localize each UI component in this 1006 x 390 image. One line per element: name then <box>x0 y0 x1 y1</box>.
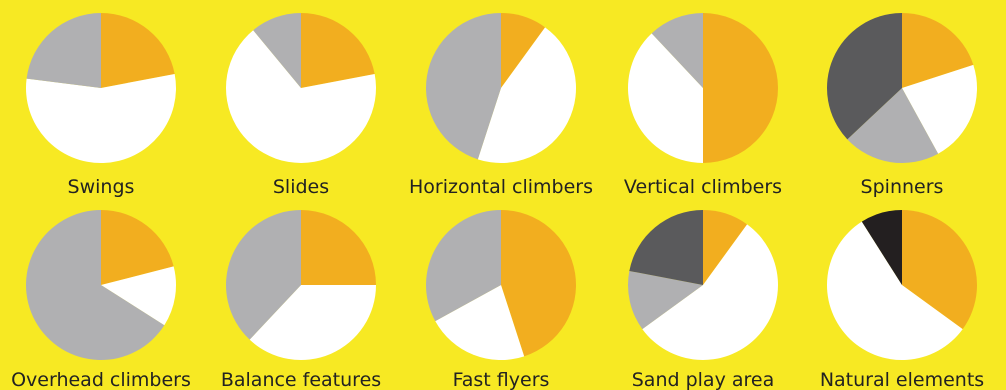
pie-slice-spinners-white <box>902 64 978 154</box>
pie-slice-swings-white <box>25 73 176 164</box>
pie-natural-elements: Natural elements <box>820 210 984 390</box>
pie-label-slides: Slides <box>273 176 329 198</box>
pie-slice-spinners-dark-gray <box>827 13 902 140</box>
pie-slides: Slides <box>225 13 376 198</box>
pie-slice-natural-elements-white <box>826 221 963 361</box>
pie-slice-sand-play-area-white <box>642 224 778 360</box>
pie-slice-slides-light-gray <box>253 13 301 88</box>
pie-slice-swings-light-gray <box>26 13 102 88</box>
pie-slice-sand-play-area-dark-gray <box>629 210 703 285</box>
pie-balance-features: Balance features <box>221 210 381 390</box>
pie-slice-fast-flyers-white <box>435 285 525 361</box>
pie-slice-sand-play-area-orange <box>703 210 748 285</box>
pie-slice-natural-elements-orange <box>902 210 978 330</box>
pie-label-spinners: Spinners <box>861 176 944 198</box>
pie-horizontal-climbers: Horizontal climbers <box>409 13 593 198</box>
pie-slice-fast-flyers-light-gray <box>426 210 501 322</box>
pie-slice-balance-features-light-gray <box>226 210 301 340</box>
pie-slice-overhead-climbers-white <box>101 266 176 326</box>
pie-spinners: Spinners <box>827 13 978 198</box>
pie-slice-horizontal-climbers-light-gray <box>425 13 501 160</box>
pie-overhead-climbers: Overhead climbers <box>11 209 191 390</box>
pie-label-natural-elements: Natural elements <box>820 369 984 390</box>
pie-slice-spinners-light-gray <box>847 88 939 163</box>
pie-slice-sand-play-area-light-gray <box>628 270 703 330</box>
pie-label-overhead-climbers: Overhead climbers <box>11 369 191 390</box>
pie-slice-horizontal-climbers-orange <box>501 13 546 88</box>
pie-label-fast-flyers: Fast flyers <box>453 369 550 390</box>
pie-label-vertical-climbers: Vertical climbers <box>624 176 782 198</box>
pie-slice-slides-orange <box>301 13 375 88</box>
pie-slice-vertical-climbers-white <box>628 33 703 163</box>
pie-slice-overhead-climbers-orange <box>101 210 174 285</box>
pie-slice-natural-elements-black <box>861 210 902 285</box>
pie-fast-flyers: Fast flyers <box>426 210 577 390</box>
pie-slice-vertical-climbers-orange <box>703 13 778 163</box>
pie-label-swings: Swings <box>68 176 135 198</box>
pie-slice-swings-orange <box>101 13 175 88</box>
pie-label-horizontal-climbers: Horizontal climbers <box>409 176 593 198</box>
pie-vertical-climbers: Vertical climbers <box>624 13 782 198</box>
pie-slice-horizontal-climbers-white <box>477 27 577 164</box>
pie-sand-play-area: Sand play area <box>628 210 778 390</box>
pie-slice-fast-flyers-orange <box>501 210 577 357</box>
pie-slice-balance-features-white <box>249 285 376 360</box>
pie-slice-slides-white <box>225 30 376 163</box>
pie-label-sand-play-area: Sand play area <box>632 369 774 390</box>
pie-slice-spinners-orange <box>902 13 974 88</box>
pie-label-balance-features: Balance features <box>221 369 381 390</box>
pie-slice-vertical-climbers-light-gray <box>651 13 703 88</box>
pie-slice-overhead-climbers-light-gray <box>25 209 165 360</box>
pie-slice-balance-features-orange <box>301 210 376 285</box>
pie-swings: Swings <box>25 13 176 198</box>
